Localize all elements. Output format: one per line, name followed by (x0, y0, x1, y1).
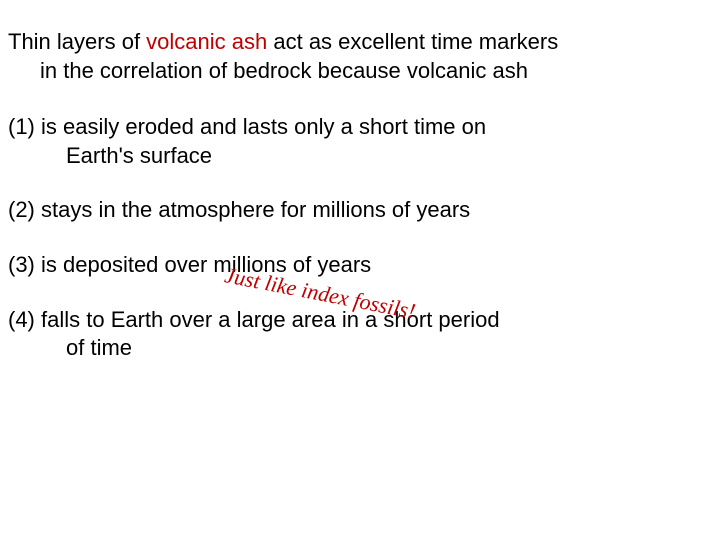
stem-prefix: Thin layers of (8, 29, 146, 54)
stem-line-1: Thin layers of volcanic ash act as excel… (8, 28, 712, 57)
option-2-line-1: (2) stays in the atmosphere for millions… (8, 196, 712, 225)
option-4-line-2: of time (8, 334, 712, 363)
option-4-line-1: (4) falls to Earth over a large area in … (8, 306, 712, 335)
stem-line-2: in the correlation of bedrock because vo… (8, 57, 712, 86)
stem-suffix: act as excellent time markers (267, 29, 558, 54)
option-4: (4) falls to Earth over a large area in … (8, 306, 712, 363)
option-1: (1) is easily eroded and lasts only a sh… (8, 113, 712, 170)
stem-keyword: volcanic ash (146, 29, 267, 54)
option-1-line-2: Earth's surface (8, 142, 712, 171)
question-stem: Thin layers of volcanic ash act as excel… (8, 28, 712, 85)
question-block: Thin layers of volcanic ash act as excel… (0, 0, 720, 363)
option-3-line-1: (3) is deposited over millions of years (8, 251, 712, 280)
option-3: (3) is deposited over millions of years (8, 251, 712, 280)
option-2: (2) stays in the atmosphere for millions… (8, 196, 712, 225)
option-1-line-1: (1) is easily eroded and lasts only a sh… (8, 113, 712, 142)
